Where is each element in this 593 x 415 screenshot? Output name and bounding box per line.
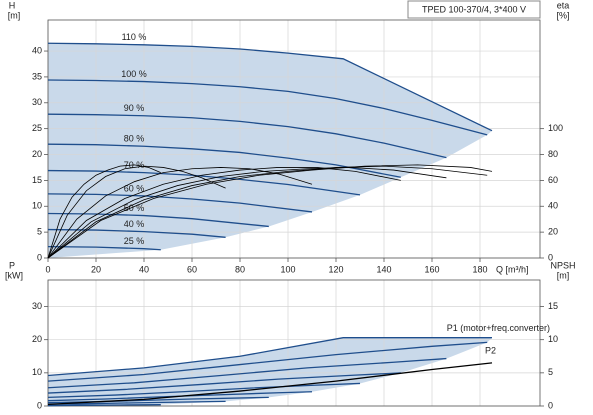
y2-axis-unit: [m]: [557, 270, 570, 280]
y2-axis-label: eta: [557, 0, 570, 10]
y2-tick-label: 100: [548, 123, 563, 133]
y2-tick-label: 0: [548, 252, 553, 262]
y-tick-label: 30: [32, 301, 42, 311]
y-tick-label: 20: [32, 334, 42, 344]
x-tick-label: 120: [328, 264, 343, 274]
x-tick-label: 0: [45, 264, 50, 274]
curve: [47, 404, 161, 407]
y-tick-label: 10: [32, 367, 42, 377]
efficiency-curve: [47, 167, 447, 259]
plot-frame: [47, 279, 541, 407]
y-axis-unit: [m]: [8, 10, 21, 20]
operating-area: [48, 43, 492, 258]
speed-label: 90 %: [124, 103, 145, 113]
efficiency-curve: [47, 165, 488, 259]
y-tick-label: 0: [37, 252, 42, 262]
y2-tick-label: 15: [548, 301, 558, 311]
curve: [47, 337, 492, 377]
curve: [47, 400, 226, 405]
curve: [47, 372, 401, 394]
series-label: P1 (motor+freq.converter): [447, 323, 550, 333]
plot-frame: [47, 19, 541, 259]
x-tick-label: 60: [187, 264, 197, 274]
y2-axis-label: NPSH: [550, 260, 575, 270]
speed-label: 25 %: [124, 236, 145, 246]
speed-label: 60 %: [124, 183, 145, 193]
speed-label: 80 %: [124, 134, 145, 144]
y-tick-label: 35: [32, 71, 42, 81]
curve: [47, 245, 161, 251]
y2-tick-label: 0: [548, 400, 553, 410]
x-tick-label: 40: [139, 264, 149, 274]
curve: [47, 362, 493, 405]
speed-label: 110 %: [122, 32, 147, 42]
y2-tick-label: 20: [548, 227, 558, 237]
y2-tick-label: 60: [548, 175, 558, 185]
curve: [47, 193, 313, 213]
y-axis-label: H: [9, 0, 16, 10]
y2-tick-label: 40: [548, 201, 558, 211]
x-tick-label: 80: [235, 264, 245, 274]
y-tick-label: 40: [32, 45, 42, 55]
curve: [47, 396, 269, 404]
y2-axis-unit: [%]: [556, 10, 569, 20]
y-axis-unit: [kW]: [5, 270, 23, 280]
y-tick-label: 5: [37, 227, 42, 237]
speed-label: 40 %: [124, 219, 145, 229]
x-tick-label: 100: [280, 264, 295, 274]
curve: [47, 143, 401, 178]
operating-area: [48, 337, 492, 406]
curve: [47, 341, 488, 382]
curve: [47, 113, 447, 159]
curve: [47, 169, 361, 196]
curve: [47, 42, 493, 132]
speed-label: 100 %: [121, 69, 147, 79]
efficiency-curve: [47, 167, 401, 259]
efficiency-curve: [47, 165, 226, 259]
x-axis-label: Q [m³/h]: [496, 264, 529, 274]
chart-title: TPED 100-370/4, 3*400 V: [422, 4, 526, 14]
speed-label: 50 %: [124, 203, 145, 213]
x-tick-label: 160: [424, 264, 439, 274]
y-tick-label: 10: [32, 201, 42, 211]
x-tick-label: 20: [91, 264, 101, 274]
y-tick-label: 15: [32, 175, 42, 185]
efficiency-curve: [47, 164, 161, 259]
curve: [47, 212, 269, 228]
y-tick-label: 20: [32, 149, 42, 159]
y-tick-label: 25: [32, 123, 42, 133]
y-tick-label: 30: [32, 97, 42, 107]
y2-tick-label: 80: [548, 149, 558, 159]
curve: [47, 79, 488, 136]
curve: [47, 382, 361, 399]
series-label: P2: [485, 345, 496, 355]
title-box: [407, 0, 541, 19]
y2-tick-label: 5: [548, 367, 553, 377]
y-axis-label: P: [9, 260, 15, 270]
y2-tick-label: 10: [548, 334, 558, 344]
efficiency-curve: [47, 164, 493, 259]
x-tick-label: 180: [472, 264, 487, 274]
y-tick-label: 0: [37, 400, 42, 410]
curve: [47, 357, 447, 389]
curve: [47, 228, 226, 238]
x-tick-label: 140: [376, 264, 391, 274]
